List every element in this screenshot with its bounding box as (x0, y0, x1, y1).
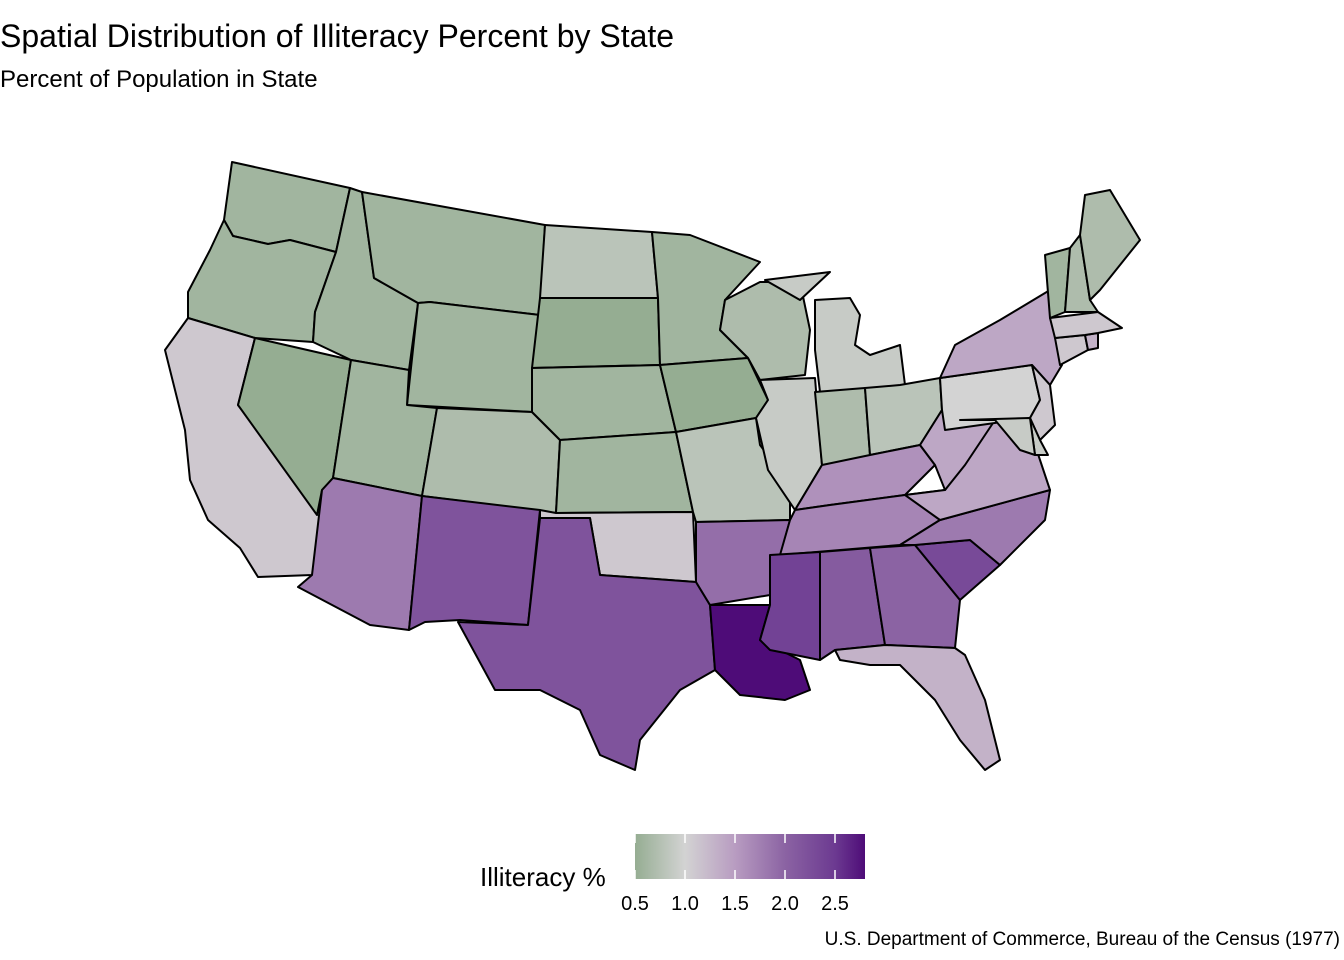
state-me (1079, 189, 1141, 301)
state-ks (555, 431, 694, 514)
state-ne (531, 364, 677, 441)
state-mi (764, 271, 906, 396)
state-ny (939, 289, 1063, 386)
state-md (959, 417, 1036, 456)
legend-title: Illiteracy % (480, 862, 606, 892)
state-tx (457, 517, 716, 771)
legend-tick-label: 0.5 (621, 893, 649, 915)
state-co (421, 407, 561, 514)
state-wy (406, 301, 541, 413)
legend-tick-label: 1.5 (721, 893, 749, 915)
legend-tick-label: 2.5 (821, 893, 849, 915)
state-ms (759, 551, 821, 661)
state-ct (1054, 334, 1089, 366)
state-fl (834, 644, 1001, 771)
state-nd (539, 224, 659, 299)
map-title: Spatial Distribution of Illiteracy Perce… (0, 18, 675, 54)
state-sd (531, 297, 661, 369)
legend-tick-labels: 0.5 1.0 1.5 2.0 2.5 (620, 893, 880, 917)
state-nm (408, 495, 541, 631)
source-caption: U.S. Department of Commerce, Bureau of t… (824, 929, 1340, 950)
legend-color-bar (635, 834, 865, 879)
state-ma (1049, 311, 1123, 339)
map-subtitle: Percent of Population in State (0, 66, 318, 93)
state-nh (1064, 234, 1099, 313)
state-ar (695, 519, 791, 606)
legend-tick-label: 2.0 (771, 893, 799, 915)
legend-tick-label: 1.0 (671, 893, 699, 915)
